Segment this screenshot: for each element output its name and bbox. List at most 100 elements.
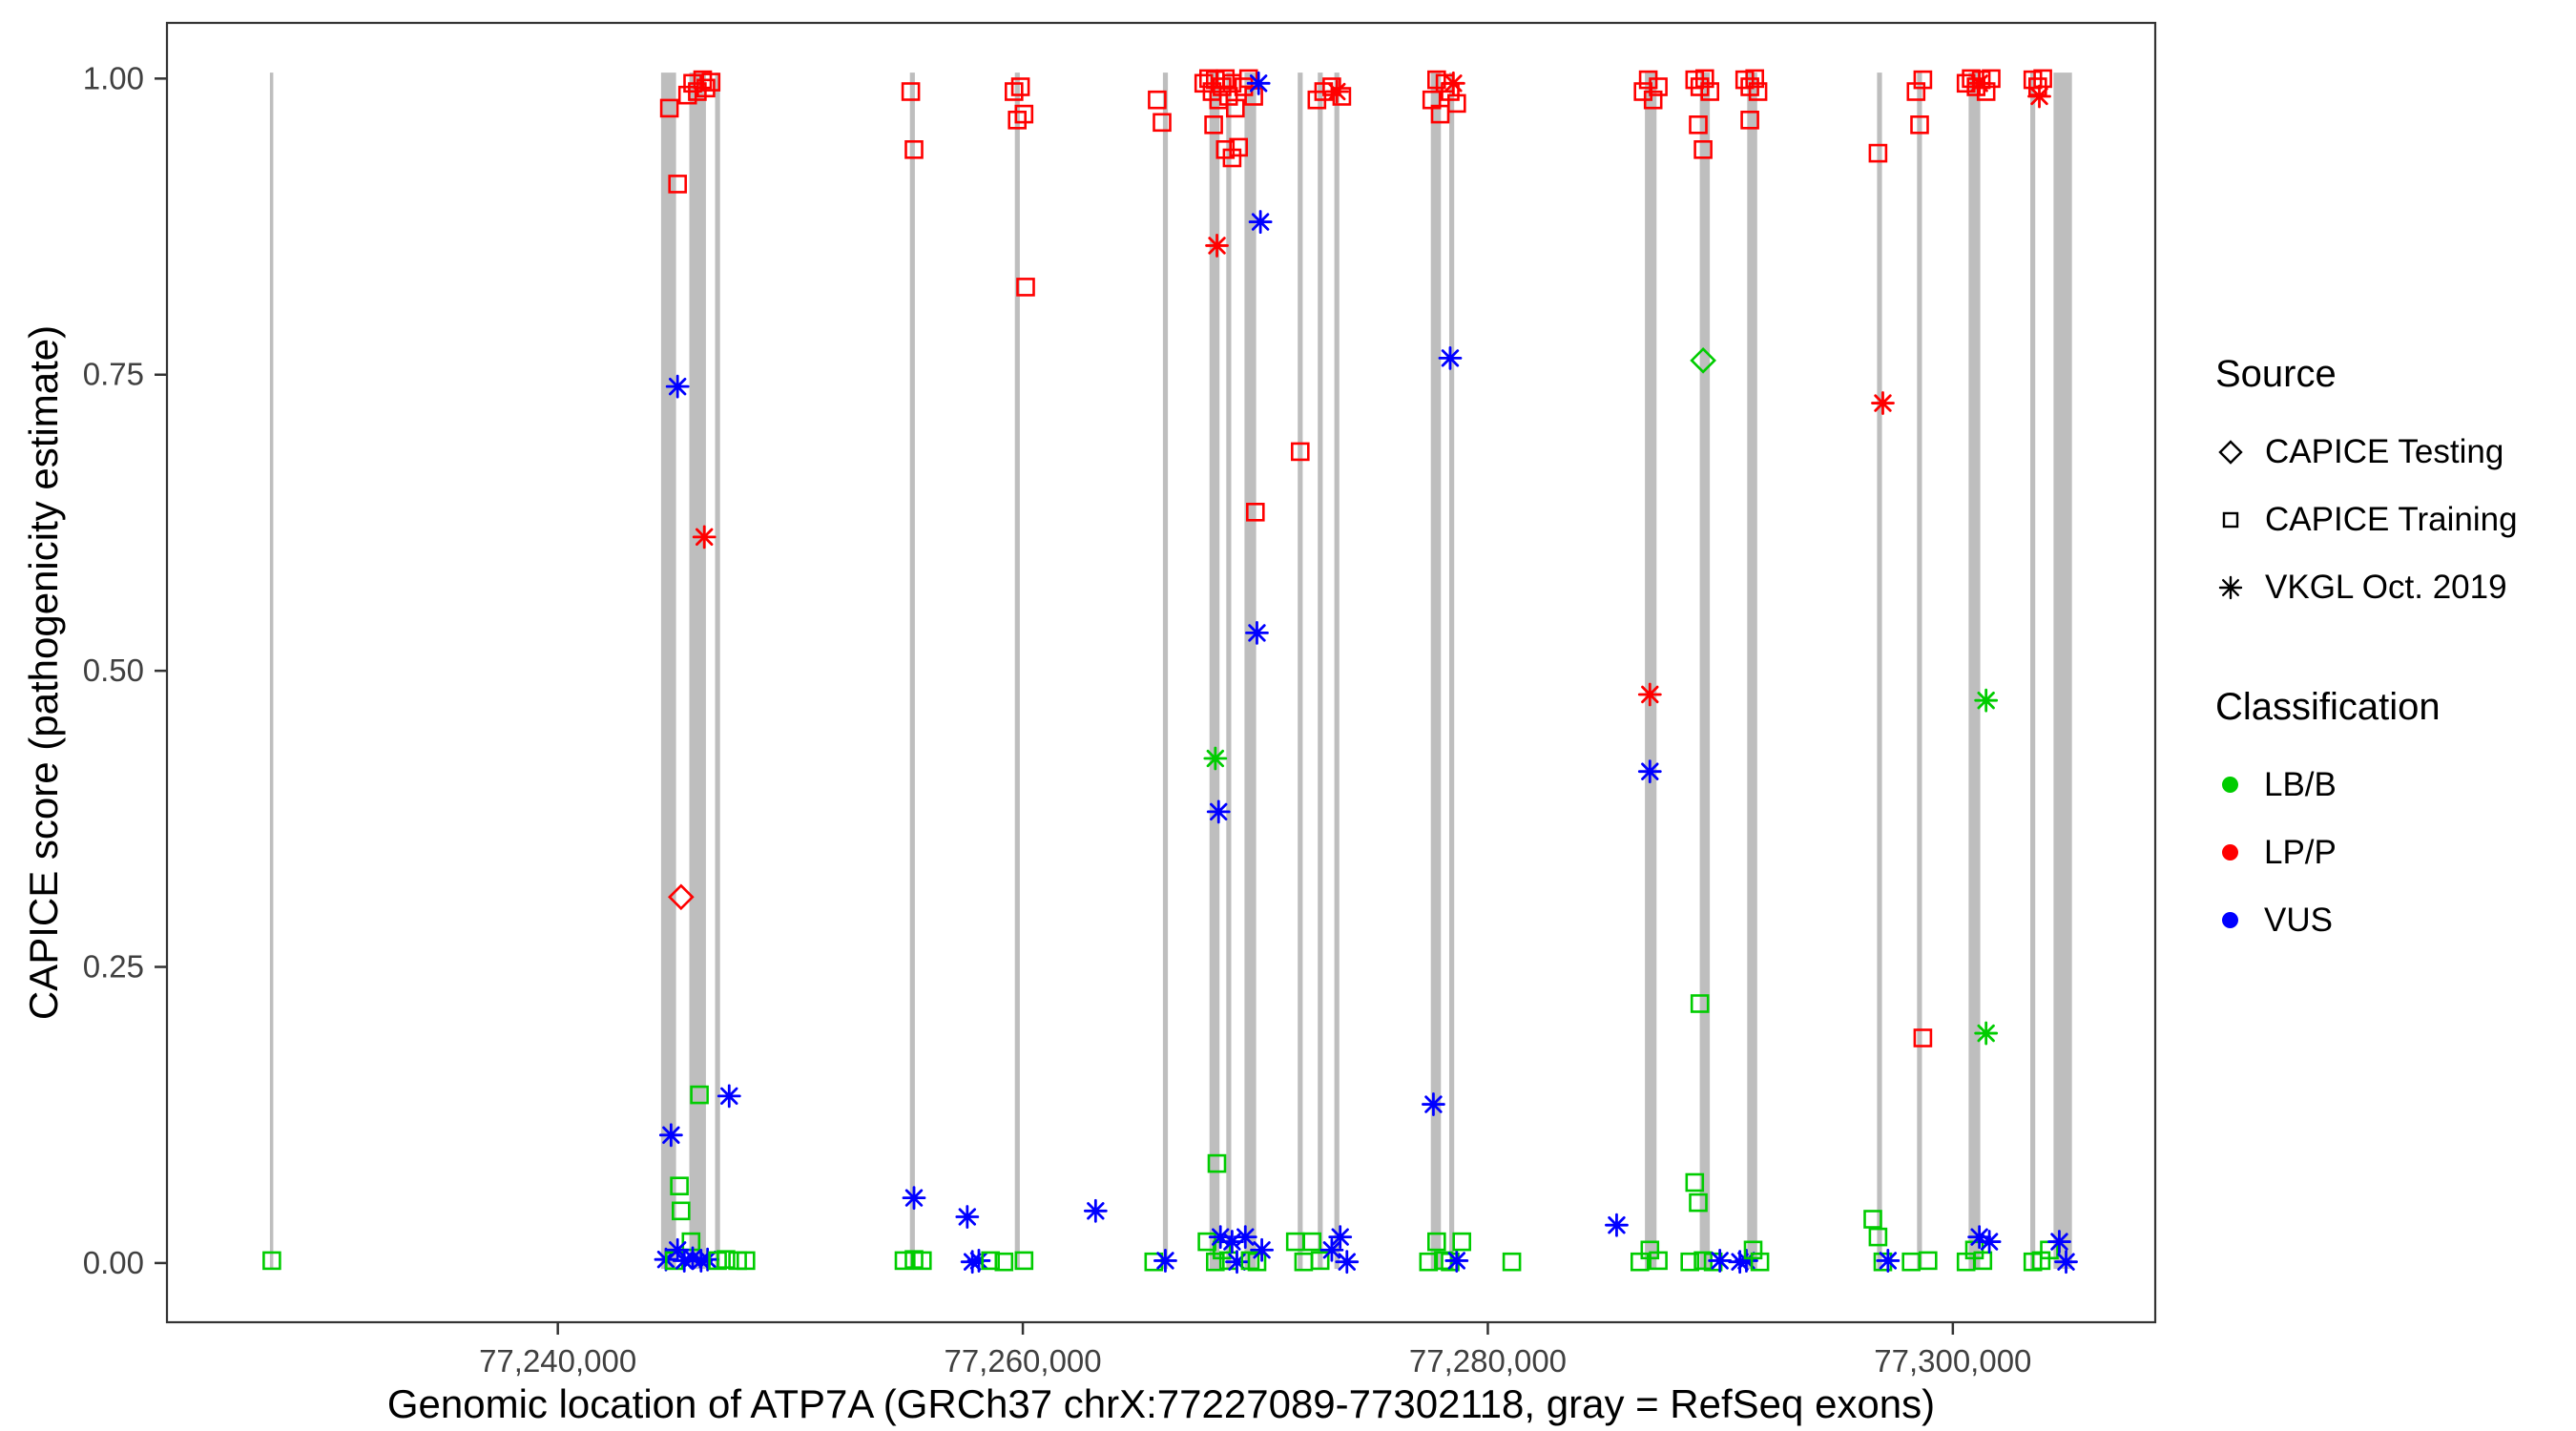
data-point-asterisk bbox=[1438, 345, 1463, 370]
x-axis-label: Genomic location of ATP7A (GRCh37 chrX:7… bbox=[386, 1381, 1936, 1426]
data-point-square bbox=[1215, 69, 1236, 89]
legend: Source CAPICE Testing CAPICE Training VK… bbox=[2215, 351, 2568, 954]
data-point-square bbox=[904, 140, 924, 159]
exon-bar bbox=[2030, 73, 2036, 1270]
data-point-square bbox=[1010, 77, 1030, 96]
data-point-square bbox=[1743, 1240, 1763, 1260]
data-point-asterisk bbox=[680, 1246, 705, 1271]
data-point-square bbox=[1430, 104, 1450, 124]
data-point-asterisk bbox=[1735, 1249, 1758, 1273]
data-point-asterisk bbox=[1203, 746, 1228, 771]
data-point-square bbox=[1863, 1210, 1882, 1229]
data-point-square bbox=[1452, 1232, 1471, 1252]
data-point-square bbox=[1649, 77, 1668, 96]
exon-bar bbox=[1162, 73, 1169, 1270]
data-point-square bbox=[262, 1251, 281, 1271]
data-point-square bbox=[681, 1232, 701, 1252]
data-point-square bbox=[1014, 1251, 1034, 1271]
data-point-asterisk bbox=[2047, 1230, 2071, 1254]
data-point-square bbox=[1204, 115, 1223, 135]
data-point-diamond bbox=[667, 883, 695, 911]
exon-bar bbox=[1449, 73, 1455, 1270]
data-point-square bbox=[1868, 143, 1888, 163]
legend-item-lbb: LB/B bbox=[2215, 751, 2568, 819]
data-point-asterisk bbox=[2027, 84, 2051, 109]
exon-bar bbox=[660, 73, 676, 1270]
legend-classification-items: LB/B LP/P VUS bbox=[2215, 751, 2568, 954]
legend-item-capice-training: CAPICE Training bbox=[2215, 486, 2568, 553]
exon-bar bbox=[689, 73, 706, 1270]
data-point-square bbox=[677, 85, 697, 105]
data-point-asterisk bbox=[1245, 621, 1269, 645]
data-point-square bbox=[1229, 137, 1248, 157]
data-point-square bbox=[1740, 111, 1759, 130]
data-point-square bbox=[2033, 69, 2052, 89]
data-point-asterisk bbox=[692, 525, 717, 550]
exon-bar bbox=[2053, 73, 2072, 1270]
legend-item-lpp: LP/P bbox=[2215, 819, 2568, 886]
data-point-square bbox=[1910, 115, 1929, 135]
data-point-asterisk bbox=[1967, 71, 1992, 95]
data-point-asterisk bbox=[1708, 1249, 1733, 1273]
data-point-square bbox=[1689, 115, 1708, 135]
data-point-square bbox=[1310, 1251, 1330, 1271]
exon-bar bbox=[715, 73, 720, 1270]
y-tick-label: 0.50 bbox=[83, 653, 144, 688]
data-point-square bbox=[1016, 278, 1035, 297]
data-point-asterisk bbox=[1208, 1225, 1233, 1250]
data-point-square bbox=[994, 1252, 1014, 1272]
legend-item-capice-testing: CAPICE Testing bbox=[2215, 418, 2568, 486]
data-point-asterisk bbox=[665, 374, 690, 399]
data-point-square bbox=[659, 98, 679, 118]
y-tick-label: 1.00 bbox=[83, 60, 144, 95]
data-point-asterisk bbox=[1219, 1230, 1244, 1254]
data-point-asterisk bbox=[1250, 1237, 1274, 1262]
data-point-square bbox=[1005, 82, 1024, 101]
data-point-diamond bbox=[1690, 347, 1716, 374]
data-point-square bbox=[1750, 1252, 1770, 1272]
exon-bar bbox=[1917, 73, 1922, 1270]
exon-bar bbox=[1968, 73, 1981, 1270]
data-point-asterisk bbox=[1871, 391, 1895, 415]
legend-item-vkgl: VKGL Oct. 2019 bbox=[2215, 553, 2568, 621]
exon-bar bbox=[1430, 73, 1442, 1270]
exon-bar bbox=[1298, 73, 1303, 1270]
data-point-square bbox=[690, 1085, 709, 1105]
data-point-square bbox=[1447, 93, 1466, 114]
data-point-square bbox=[1218, 87, 1238, 106]
data-point-square bbox=[1222, 148, 1242, 168]
data-point-square bbox=[1206, 1252, 1225, 1272]
data-point-square bbox=[1153, 113, 1172, 133]
data-point-square bbox=[1649, 1251, 1668, 1271]
data-point-asterisk bbox=[1246, 71, 1271, 95]
data-point-square bbox=[1680, 1252, 1699, 1272]
data-point-asterisk bbox=[955, 1205, 980, 1229]
data-point-asterisk bbox=[1977, 1230, 2002, 1254]
data-point-square bbox=[1700, 82, 1719, 101]
data-point-asterisk bbox=[1328, 1225, 1353, 1250]
data-point-square bbox=[1913, 1028, 1933, 1047]
legend-classification-title: Classification bbox=[2215, 686, 2441, 728]
data-point-asterisk bbox=[672, 1249, 696, 1273]
data-point-asterisk bbox=[1967, 1225, 1992, 1250]
data-point-square bbox=[1226, 98, 1245, 118]
data-point-asterisk bbox=[1324, 79, 1349, 104]
legend-source-title: Source bbox=[2215, 353, 2337, 395]
data-point-square bbox=[1631, 1252, 1650, 1272]
x-tick-label: 77,300,000 bbox=[1874, 1343, 2031, 1379]
x-tick-label: 77,240,000 bbox=[479, 1343, 636, 1379]
panel-border bbox=[165, 21, 2157, 1324]
data-point-square bbox=[1913, 70, 1933, 90]
legend-item-label: CAPICE Testing bbox=[2265, 432, 2504, 470]
data-point-square bbox=[1302, 1232, 1321, 1252]
data-point-square bbox=[1427, 1232, 1446, 1252]
data-point-square bbox=[717, 1250, 736, 1269]
exon-bar bbox=[1244, 73, 1257, 1270]
exon-bar bbox=[1209, 73, 1220, 1270]
data-point-asterisk bbox=[1637, 682, 1662, 707]
data-point-square bbox=[1689, 1192, 1708, 1213]
data-point-square bbox=[1643, 90, 1663, 110]
data-point-asterisk bbox=[1876, 1249, 1901, 1273]
